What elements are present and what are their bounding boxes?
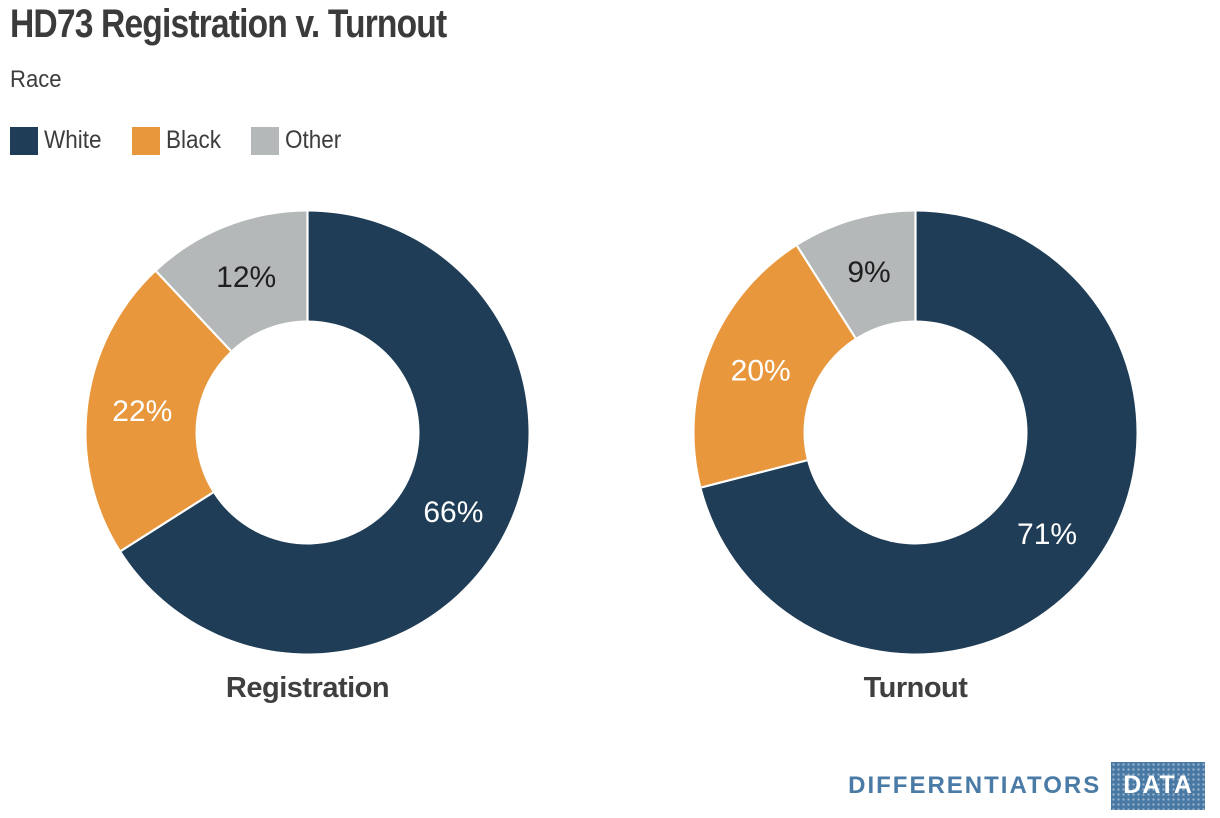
turnout-slice-white: [701, 211, 1137, 654]
brand-data-box: DATA: [1111, 762, 1205, 810]
slice-separator: [796, 245, 857, 339]
registration-slice-white: [120, 211, 529, 654]
registration-chart-label: Registration: [225, 672, 390, 704]
page-subtitle: Race: [10, 66, 62, 93]
brand-wordmark: DIFFERENTIATORS: [848, 772, 1102, 799]
legend-item-black: Black: [131, 126, 227, 155]
differentiators-data-logo: DIFFERENTIATORS DATA: [848, 762, 1205, 810]
registration-slice-other: [156, 211, 308, 351]
legend-item-other: Other: [251, 126, 348, 155]
turnout-slice-label-black: 20%: [731, 355, 791, 388]
registration-slice-label-other: 12%: [216, 261, 276, 294]
legend-swatch-black: [131, 126, 160, 155]
slice-separator: [120, 491, 214, 552]
legend-label-black: Black: [165, 126, 221, 154]
turnout-slice-black: [694, 245, 856, 488]
slice-separator: [701, 459, 808, 489]
registration-slice-label-black: 22%: [112, 395, 172, 428]
registration-slice-label-white: 66%: [423, 496, 483, 529]
turnout-donut: 71% 20% 9%: [694, 211, 1137, 654]
legend-swatch-white: [10, 126, 38, 155]
turnout-slice-label-white: 71%: [1017, 518, 1077, 551]
turnout-donut-chart: 71% 20% 9% Turnout: [693, 210, 1138, 705]
registration-slice-black: [86, 271, 231, 551]
slice-separator: [155, 270, 232, 352]
turnout-chart-label: Turnout: [863, 672, 968, 704]
turnout-slice-other: [797, 211, 916, 338]
turnout-slice-label-other: 9%: [847, 256, 890, 289]
legend-swatch-other: [251, 126, 280, 155]
legend-item-white: White: [10, 126, 108, 155]
page-title: HD73 Registration v. Turnout: [10, 2, 447, 46]
registration-donut-chart: 66% 22% 12% Registration: [85, 210, 530, 705]
registration-donut: 66% 22% 12%: [86, 211, 529, 654]
legend-label-other: Other: [285, 126, 342, 154]
legend: White Black Other: [10, 126, 348, 155]
legend-label-white: White: [44, 126, 102, 154]
